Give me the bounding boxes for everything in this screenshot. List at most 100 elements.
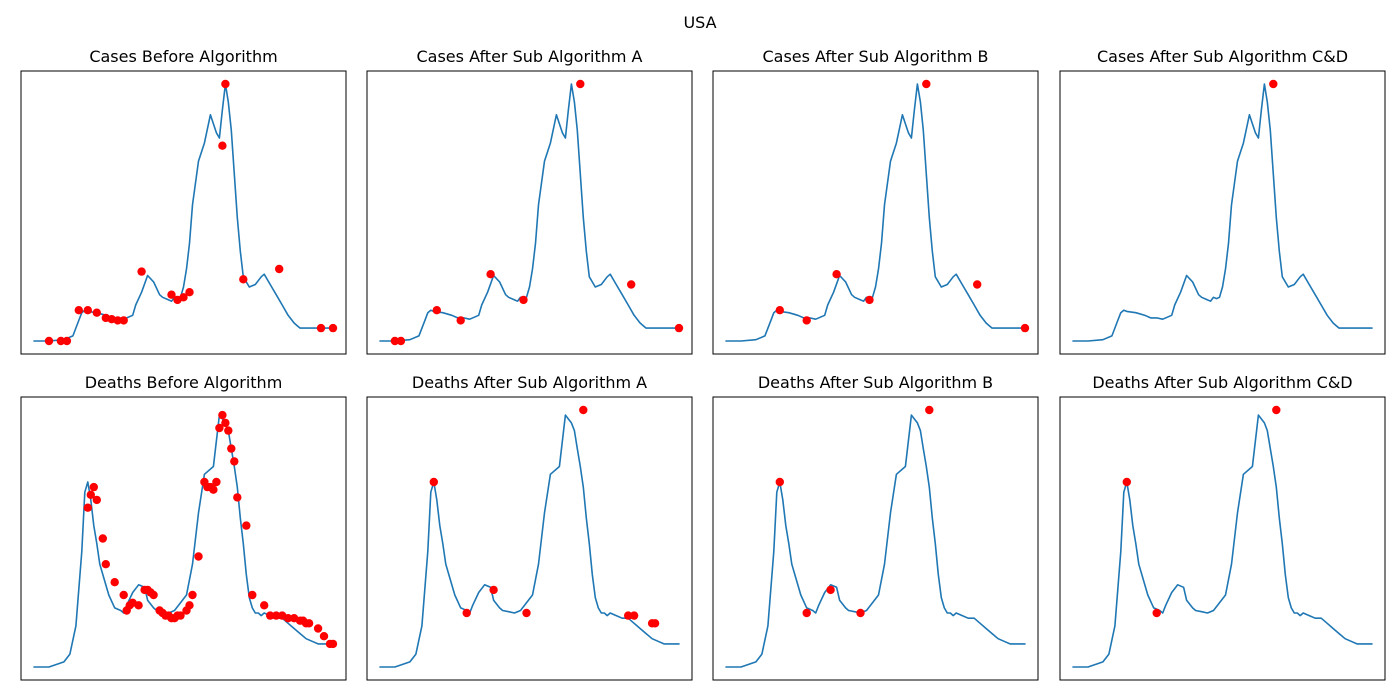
chart-title: Deaths After Sub Algorithm A	[412, 373, 647, 392]
peak-marker	[432, 306, 441, 315]
series-line	[1072, 83, 1373, 342]
peak-marker	[218, 141, 227, 150]
peak-marker	[802, 316, 811, 325]
series-line	[725, 414, 1026, 668]
chart-title: Deaths After Sub Algorithm B	[758, 373, 993, 392]
series-line	[725, 83, 1026, 342]
peak-marker	[313, 624, 323, 633]
peak-marker	[212, 477, 221, 487]
peak-marker	[316, 323, 326, 333]
peak-marker	[137, 267, 146, 276]
peak-marker	[826, 585, 835, 595]
peak-marker	[650, 619, 660, 628]
peak-marker	[486, 270, 495, 279]
peak-marker	[176, 611, 185, 620]
peak-marker	[188, 590, 197, 600]
peak-marker	[83, 306, 93, 315]
axes-frame	[1059, 70, 1386, 355]
chart-panel: Deaths Before Algorithm	[20, 373, 347, 681]
peak-marker	[89, 482, 99, 492]
chart-title: Deaths After Sub Algorithm C&D	[1092, 373, 1352, 392]
peak-marker	[462, 608, 471, 618]
peak-marker	[856, 608, 865, 618]
peak-marker	[973, 280, 982, 289]
peak-marker	[272, 611, 281, 620]
peak-marker	[865, 295, 874, 305]
peak-marker	[283, 614, 293, 623]
peak-marker	[98, 534, 108, 543]
peak-marker	[215, 423, 224, 433]
peak-marker	[429, 477, 438, 487]
chart-title: Cases Before Algorithm	[89, 47, 277, 66]
peak-marker	[456, 316, 465, 325]
peak-marker	[579, 405, 588, 415]
chart-panel: Cases After Sub Algorithm B	[712, 47, 1039, 355]
peak-marker	[221, 79, 230, 89]
peak-marker	[209, 485, 218, 494]
peak-marker	[221, 418, 230, 428]
axes-frame	[366, 70, 693, 355]
peak-marker	[802, 608, 811, 618]
peak-marker	[832, 270, 841, 279]
peak-marker	[627, 280, 636, 289]
peak-marker	[86, 490, 96, 499]
chart-panel: Deaths After Sub Algorithm B	[712, 373, 1039, 681]
peak-marker	[319, 632, 329, 641]
chart-panel: Cases After Sub Algorithm C&D	[1059, 47, 1386, 355]
peak-marker	[266, 611, 275, 620]
peak-marker	[194, 552, 203, 561]
peak-marker	[304, 619, 314, 628]
peak-marker	[230, 457, 239, 466]
peak-marker	[167, 290, 176, 299]
peak-marker	[149, 590, 158, 600]
peak-marker	[1020, 323, 1030, 333]
figure-title: USA	[683, 13, 716, 32]
peak-marker	[1152, 608, 1161, 618]
peak-marker	[390, 336, 400, 346]
chart-panel: Cases Before Algorithm	[20, 47, 347, 355]
axes-frame	[366, 396, 693, 681]
peak-marker	[922, 79, 931, 89]
subplot-grid: Cases Before Algorithm Cases After Sub Al…	[20, 47, 1386, 681]
peak-marker	[674, 323, 684, 333]
chart-panel: Cases After Sub Algorithm A	[366, 47, 693, 355]
chart-title: Cases After Sub Algorithm B	[762, 47, 988, 66]
axes-frame	[20, 70, 347, 355]
peak-marker	[328, 323, 338, 333]
peak-marker	[185, 288, 194, 297]
peak-marker	[576, 79, 585, 89]
series-line	[33, 83, 334, 342]
peak-marker	[218, 410, 227, 420]
peak-marker	[239, 275, 248, 284]
peak-marker	[185, 601, 194, 610]
peak-marker	[224, 426, 233, 435]
axes-frame	[20, 396, 347, 681]
peak-marker	[260, 601, 269, 610]
chart-panel: Deaths After Sub Algorithm A	[366, 373, 693, 681]
peak-marker	[489, 585, 498, 595]
peak-marker	[775, 477, 784, 487]
peak-marker	[519, 295, 528, 305]
peak-marker	[275, 264, 284, 274]
peak-marker	[110, 578, 119, 587]
peak-marker	[62, 336, 72, 346]
peak-marker	[92, 495, 102, 505]
peak-marker	[396, 336, 406, 346]
chart-title: Cases After Sub Algorithm C&D	[1097, 47, 1348, 66]
chart-title: Cases After Sub Algorithm A	[416, 47, 642, 66]
peak-marker	[1272, 405, 1281, 415]
peak-marker	[179, 293, 188, 302]
peak-marker	[119, 316, 128, 325]
peak-marker	[101, 560, 111, 569]
series-line	[379, 83, 680, 342]
peak-marker	[242, 521, 251, 530]
peak-marker	[119, 590, 128, 600]
peak-marker	[629, 611, 639, 620]
axes-frame	[712, 70, 1039, 355]
peak-marker	[44, 336, 54, 346]
peak-marker	[775, 306, 784, 315]
peak-marker	[233, 493, 242, 502]
chart-title: Deaths Before Algorithm	[85, 373, 283, 392]
peak-marker	[92, 308, 102, 317]
